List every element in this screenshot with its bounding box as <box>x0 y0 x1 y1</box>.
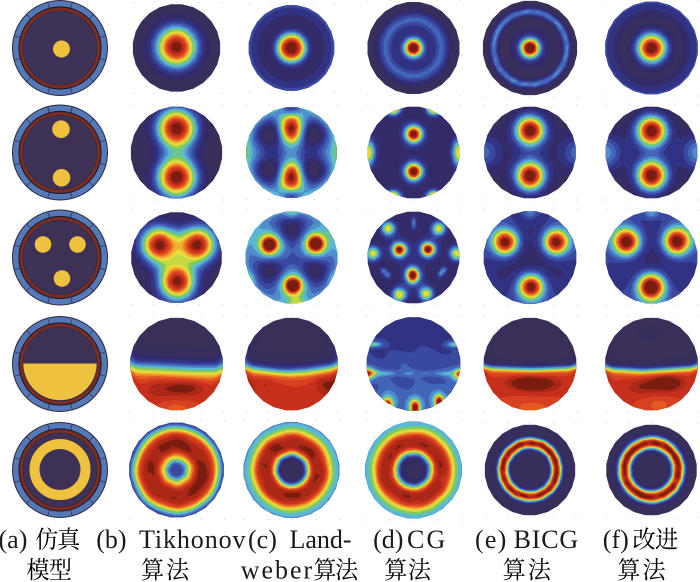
svg-text:(b): (b) <box>96 525 126 554</box>
svg-text:(d): (d) <box>373 525 403 554</box>
svg-text:Land-: Land- <box>290 525 352 554</box>
svg-text:(f): (f) <box>603 525 629 554</box>
svg-text:weber: weber <box>241 556 315 582</box>
svg-text:BICG: BICG <box>514 525 579 554</box>
svg-text:CG: CG <box>407 525 448 554</box>
svg-text:(a): (a) <box>0 525 27 554</box>
svg-text:(e): (e) <box>475 525 507 554</box>
svg-text:(c): (c) <box>248 525 277 554</box>
svg-text:Tikhonov: Tikhonov <box>139 525 246 554</box>
